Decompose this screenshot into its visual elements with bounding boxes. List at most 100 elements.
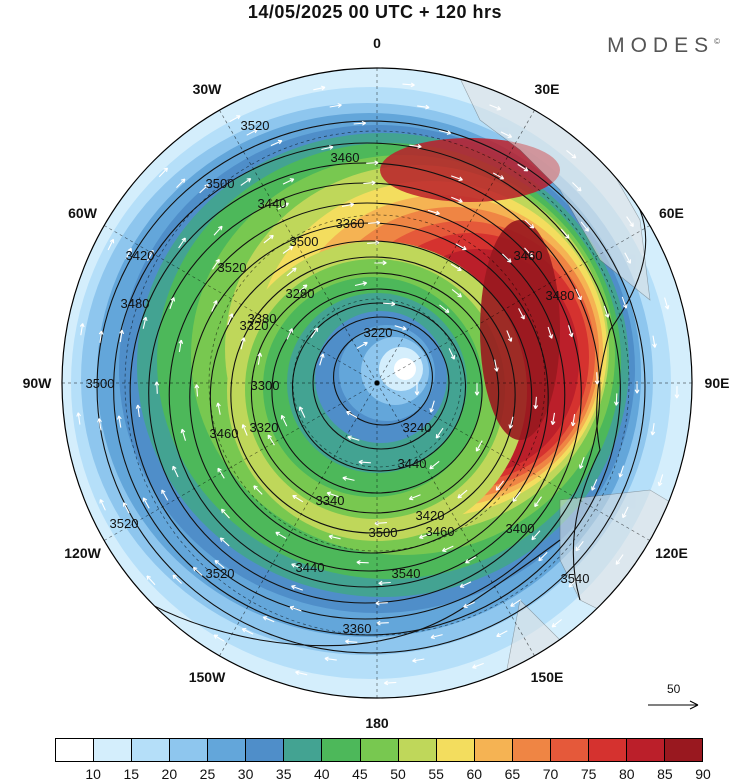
wind-arrow [591,479,598,491]
height-contour-12 [96,120,646,654]
contour-label: 3500 [290,234,319,249]
longitude-label: 0 [373,35,381,51]
wind-arrow [194,384,200,397]
colorbar-box [170,739,209,761]
wind-arrow [213,225,223,236]
wind-arrow [427,209,440,216]
wind-arrow [435,427,444,439]
wind-arrow [295,670,308,676]
contour-label: 3300 [251,378,280,393]
wind-arrow [346,411,358,419]
wind-arrow [502,253,512,263]
height-contour-8 [168,202,566,588]
wind-arrow [292,494,304,503]
wind-arrow [378,580,391,586]
wind-arrow [262,616,275,623]
height-contour-6 [209,240,533,554]
latitude-circle-0 [292,298,462,468]
wind-arrow [246,128,258,136]
wind-arrow [347,435,360,441]
meridian [104,225,378,384]
height-contour-11 [113,142,621,636]
colorbar-tick-label: 40 [314,766,330,782]
colorbar-box [132,739,171,761]
wind-arrow [358,459,371,465]
wind-arrow [418,533,431,539]
contour-label: 3420 [416,508,445,523]
contour-label: 3480 [121,296,150,311]
longitude-label: 60E [658,205,684,221]
wind-arrow [494,359,499,372]
core-band-8 [394,358,416,380]
wind-arrow [580,221,590,232]
wind-arrow [614,393,619,406]
brand-logo: MODES© [607,34,720,58]
wind-arrow [594,372,600,385]
wind-arrow [408,494,421,501]
wind-arrow [657,474,664,487]
longitude-label: 30W [192,80,222,97]
colorbar-tick-label: 90 [695,766,711,782]
wind-arrow [192,566,203,576]
colorbar-tick-label: 20 [161,766,178,782]
contour-label: 3360 [336,216,365,231]
wind-arrow [213,634,225,642]
wind-arrow [384,680,397,686]
contour-label: 3520 [206,566,235,581]
longitude-label: 120W [64,545,101,561]
wind-arrow [227,313,234,326]
contour-labels: 3520 3500 3460 3440 3360 3280 3220 3240 3320 3340… [86,118,590,636]
contour-label: 3280 [286,286,315,301]
wind-arrow [570,414,576,427]
wind-arrow [286,328,293,340]
wind-arrow [214,559,225,569]
contour-label: 3220 [364,325,393,340]
jet-core-north [380,138,560,202]
wind-arrow [229,115,241,123]
contour-label: 3520 [241,118,270,133]
colorbar-box [626,739,665,761]
colorbar-tick-label: 25 [199,766,216,782]
wind-arrow [354,281,368,287]
wind-arrow [383,301,396,307]
wind-arrow [475,440,483,452]
wind-arrow [603,305,610,318]
wind-arrow [298,406,306,418]
wind-arrow [212,258,220,270]
contour-label: 3240 [403,420,432,435]
wind-arrow [518,308,525,320]
colorbar-box [588,739,627,761]
wind-arrow [240,337,246,350]
colorbar-box [512,739,551,761]
wind-arrow [356,341,368,349]
wind-arrow [345,639,358,644]
contour-label: 3480 [546,288,575,303]
wind-arrow [495,480,505,491]
height-contour-4 [250,272,500,514]
wind-arrow [489,104,502,111]
wind-arrow [241,628,254,635]
wind-arrow [116,415,122,428]
contour-label: 3340 [316,493,345,508]
wind-arrow [199,184,209,194]
colorbar-tick-label: 85 [657,766,673,782]
wind-arrow [531,530,541,541]
wind-arrow [448,348,456,360]
colorbar-box [208,739,247,761]
contour-label: 3500 [206,176,235,191]
wind-arrow [567,325,574,338]
wind-arrow [122,502,130,514]
wind-arrow [263,234,274,244]
wind-arrow [319,353,325,366]
wind-arrow [286,267,297,277]
wind-arrow [538,551,548,562]
wind-arrow [496,630,508,638]
wind-arrow [575,540,584,552]
colorbar-tick-label: 15 [123,766,140,782]
wind-arrow [328,534,341,540]
wind-arrow [376,620,389,626]
wind-arrow [353,120,367,126]
meridian [376,382,650,541]
wind-arrow [409,144,422,149]
colorbar-tick-label: 65 [504,766,521,782]
